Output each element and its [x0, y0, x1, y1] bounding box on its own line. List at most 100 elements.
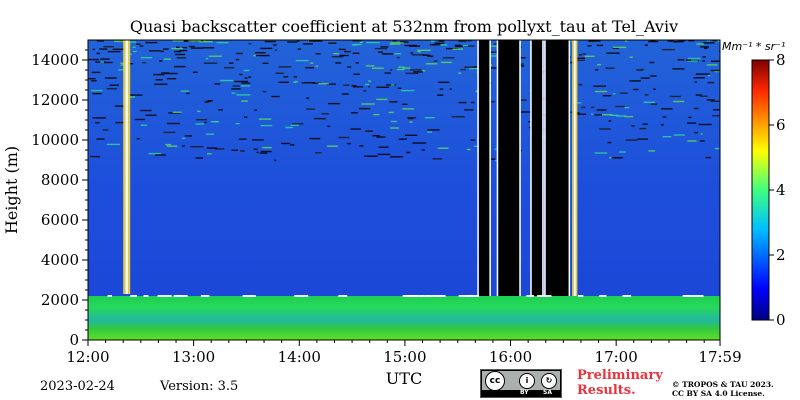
- noise-streak: [695, 73, 710, 75]
- bl-top-speck: [526, 295, 534, 297]
- x-axis: 12:00 13:00 14:00 15:00 16:00 17:00 17:59: [66, 340, 742, 366]
- noise-streak: [107, 50, 121, 53]
- noise-streak: [103, 61, 113, 64]
- license-line2: CC BY SA 4.0 License.: [672, 389, 765, 398]
- noise-streak: [410, 69, 422, 71]
- noise-streak: [255, 54, 270, 57]
- noise-streak: [629, 56, 633, 58]
- noise-streak: [368, 86, 371, 88]
- bl-top-speck: [107, 295, 112, 297]
- preliminary-notice: Preliminary Results.: [577, 368, 663, 398]
- noise-streak: [273, 44, 277, 46]
- noise-streak: [454, 44, 462, 46]
- noise-streak: [359, 41, 363, 43]
- cc-license-logo: cc i ↻ BY SA: [480, 369, 562, 398]
- noise-streak: [248, 43, 252, 45]
- noise-streak: [201, 40, 204, 42]
- noise-streak: [231, 149, 238, 151]
- noise-streak: [700, 46, 709, 48]
- noise-streak: [91, 71, 101, 74]
- noise-streak: [365, 130, 373, 132]
- noise-streak: [596, 44, 604, 47]
- cloud-core: [574, 40, 576, 296]
- noise-streak: [582, 53, 587, 55]
- noise-streak: [331, 56, 344, 58]
- noise-streak: [699, 140, 705, 142]
- noise-streak: [678, 40, 686, 42]
- noise-streak: [599, 114, 613, 116]
- noise-streak: [710, 69, 720, 72]
- noise-streak: [688, 40, 695, 42]
- noise-streak: [376, 86, 390, 88]
- bl-top-speck: [403, 295, 414, 297]
- noise-streak: [244, 116, 248, 118]
- noise-streak: [708, 74, 711, 77]
- noise-streak: [653, 88, 657, 90]
- noise-streak: [596, 109, 607, 111]
- noise-streak: [674, 41, 684, 43]
- noise-streak: [458, 40, 467, 42]
- bl-top-speck: [682, 295, 689, 297]
- noise-streak: [397, 87, 402, 89]
- bl-top-speck: [427, 295, 442, 297]
- noise-streak: [376, 136, 386, 138]
- cloud-core: [125, 40, 128, 294]
- noise-streak: [338, 136, 350, 139]
- noise-streak: [410, 52, 414, 54]
- noise-streak: [629, 80, 641, 82]
- noise-streak: [210, 121, 219, 123]
- noise-streak: [132, 46, 136, 48]
- noise-streak: [283, 76, 289, 78]
- noise-streak: [394, 53, 402, 55]
- noise-streak: [315, 65, 319, 67]
- noise-streak: [179, 49, 188, 52]
- noise-streak: [241, 100, 248, 102]
- noise-streak: [352, 52, 360, 54]
- noise-streak: [378, 146, 389, 148]
- noise-streak: [427, 131, 433, 133]
- noise-streak: [100, 58, 110, 60]
- noise-streak: [154, 83, 168, 85]
- noise-streak: [636, 69, 643, 71]
- noise-streak: [274, 49, 277, 51]
- noise-streak: [180, 90, 190, 92]
- noise-streak: [706, 99, 715, 101]
- noise-streak: [467, 148, 471, 151]
- noise-streak: [587, 45, 592, 47]
- cloud-edge: [544, 40, 546, 296]
- noise-streak: [235, 58, 240, 61]
- noise-streak: [649, 61, 655, 64]
- noise-streak: [236, 94, 251, 96]
- noise-streak: [388, 111, 394, 114]
- y-tick-label: 4000: [41, 251, 79, 269]
- y-tick-label: 6000: [41, 211, 79, 229]
- noise-streak: [139, 45, 144, 47]
- noise-streak: [165, 143, 171, 146]
- noise-streak: [350, 128, 361, 130]
- noise-streak: [174, 53, 186, 56]
- noise-streak: [407, 117, 414, 120]
- noise-streak: [412, 142, 427, 144]
- noise-streak: [427, 55, 434, 57]
- noise-streak: [624, 115, 633, 118]
- noise-streak: [432, 158, 443, 160]
- noise-streak: [398, 138, 407, 140]
- noise-streak: [104, 77, 117, 79]
- noise-streak: [290, 144, 295, 146]
- noise-streak: [650, 40, 656, 42]
- noise-streak: [597, 63, 601, 66]
- noise-streak: [365, 83, 370, 86]
- noise-streak: [207, 153, 212, 155]
- colorbar-tick-label: 2: [776, 246, 786, 264]
- noise-streak: [166, 145, 178, 147]
- noise-streak: [275, 72, 284, 74]
- noise-streak: [351, 44, 358, 46]
- noise-streak: [315, 53, 321, 55]
- noise-streak: [208, 55, 222, 57]
- noise-streak: [644, 94, 649, 96]
- noise-streak: [115, 121, 130, 124]
- cloud-column: [478, 40, 490, 296]
- noise-streak: [631, 125, 635, 127]
- noise-streak: [667, 40, 674, 42]
